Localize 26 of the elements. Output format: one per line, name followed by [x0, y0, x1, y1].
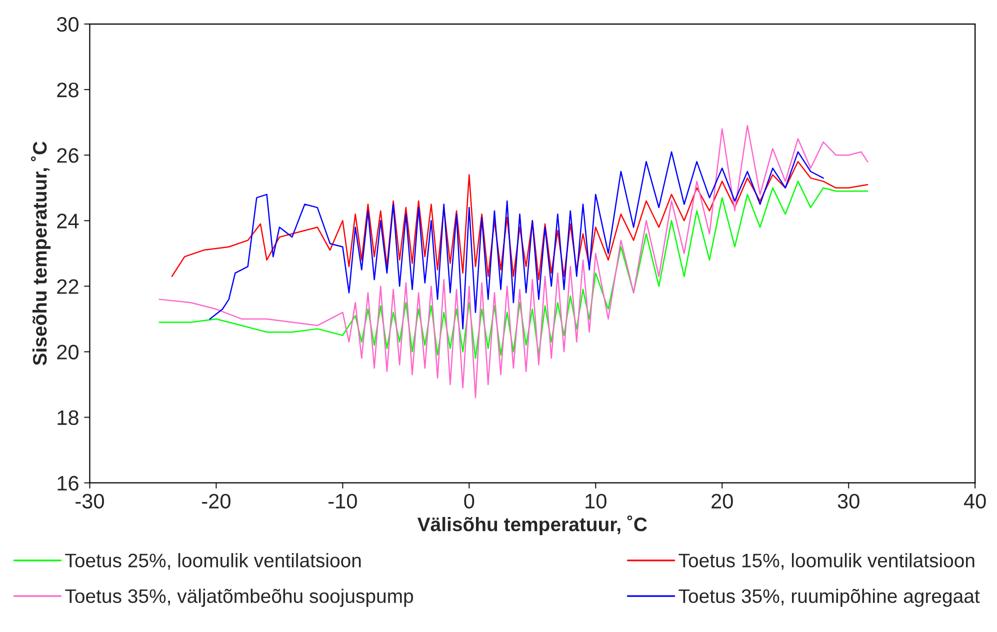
line-series	[158, 180, 868, 359]
y-tick-label: 18	[58, 410, 78, 426]
legend-label: Toetus 35%, ruumipõhine agregaat	[678, 588, 980, 607]
x-tick-label: 0	[464, 494, 474, 509]
legend-label: Toetus 35%, väljatõmbeõhu soojuspump	[65, 588, 414, 607]
legend-label: Toetus 15%, loomulik ventilatsioon	[678, 553, 974, 570]
x-tick-label: -30	[76, 494, 104, 509]
legend-label: Toetus 25%, loomulik ventilatsioon	[65, 553, 361, 570]
y-tick-label: 22	[57, 279, 78, 294]
x-tick-label: 20	[712, 494, 733, 509]
y-tick-label: 20	[57, 344, 78, 360]
x-tick-label: 40	[964, 494, 986, 509]
x-axis-title: Välisõhu temperatuur, ˚C	[417, 515, 647, 536]
line-series	[158, 124, 868, 398]
y-axis-title: Siseõhu temperatuur, ˚C	[30, 142, 51, 366]
y-tick-label: 26	[57, 148, 78, 163]
x-tick-label: 10	[586, 494, 606, 509]
y-tick-label: 24	[57, 214, 79, 228]
y-tick-label: 28	[57, 82, 78, 98]
x-tick-label: -10	[328, 494, 357, 509]
y-tick-label: 30	[56, 17, 78, 32]
line-series	[209, 151, 824, 330]
x-tick-label: -20	[202, 494, 230, 509]
line-series	[171, 161, 868, 280]
x-tick-label: 30	[838, 494, 860, 509]
y-tick-label: 16	[58, 476, 78, 491]
